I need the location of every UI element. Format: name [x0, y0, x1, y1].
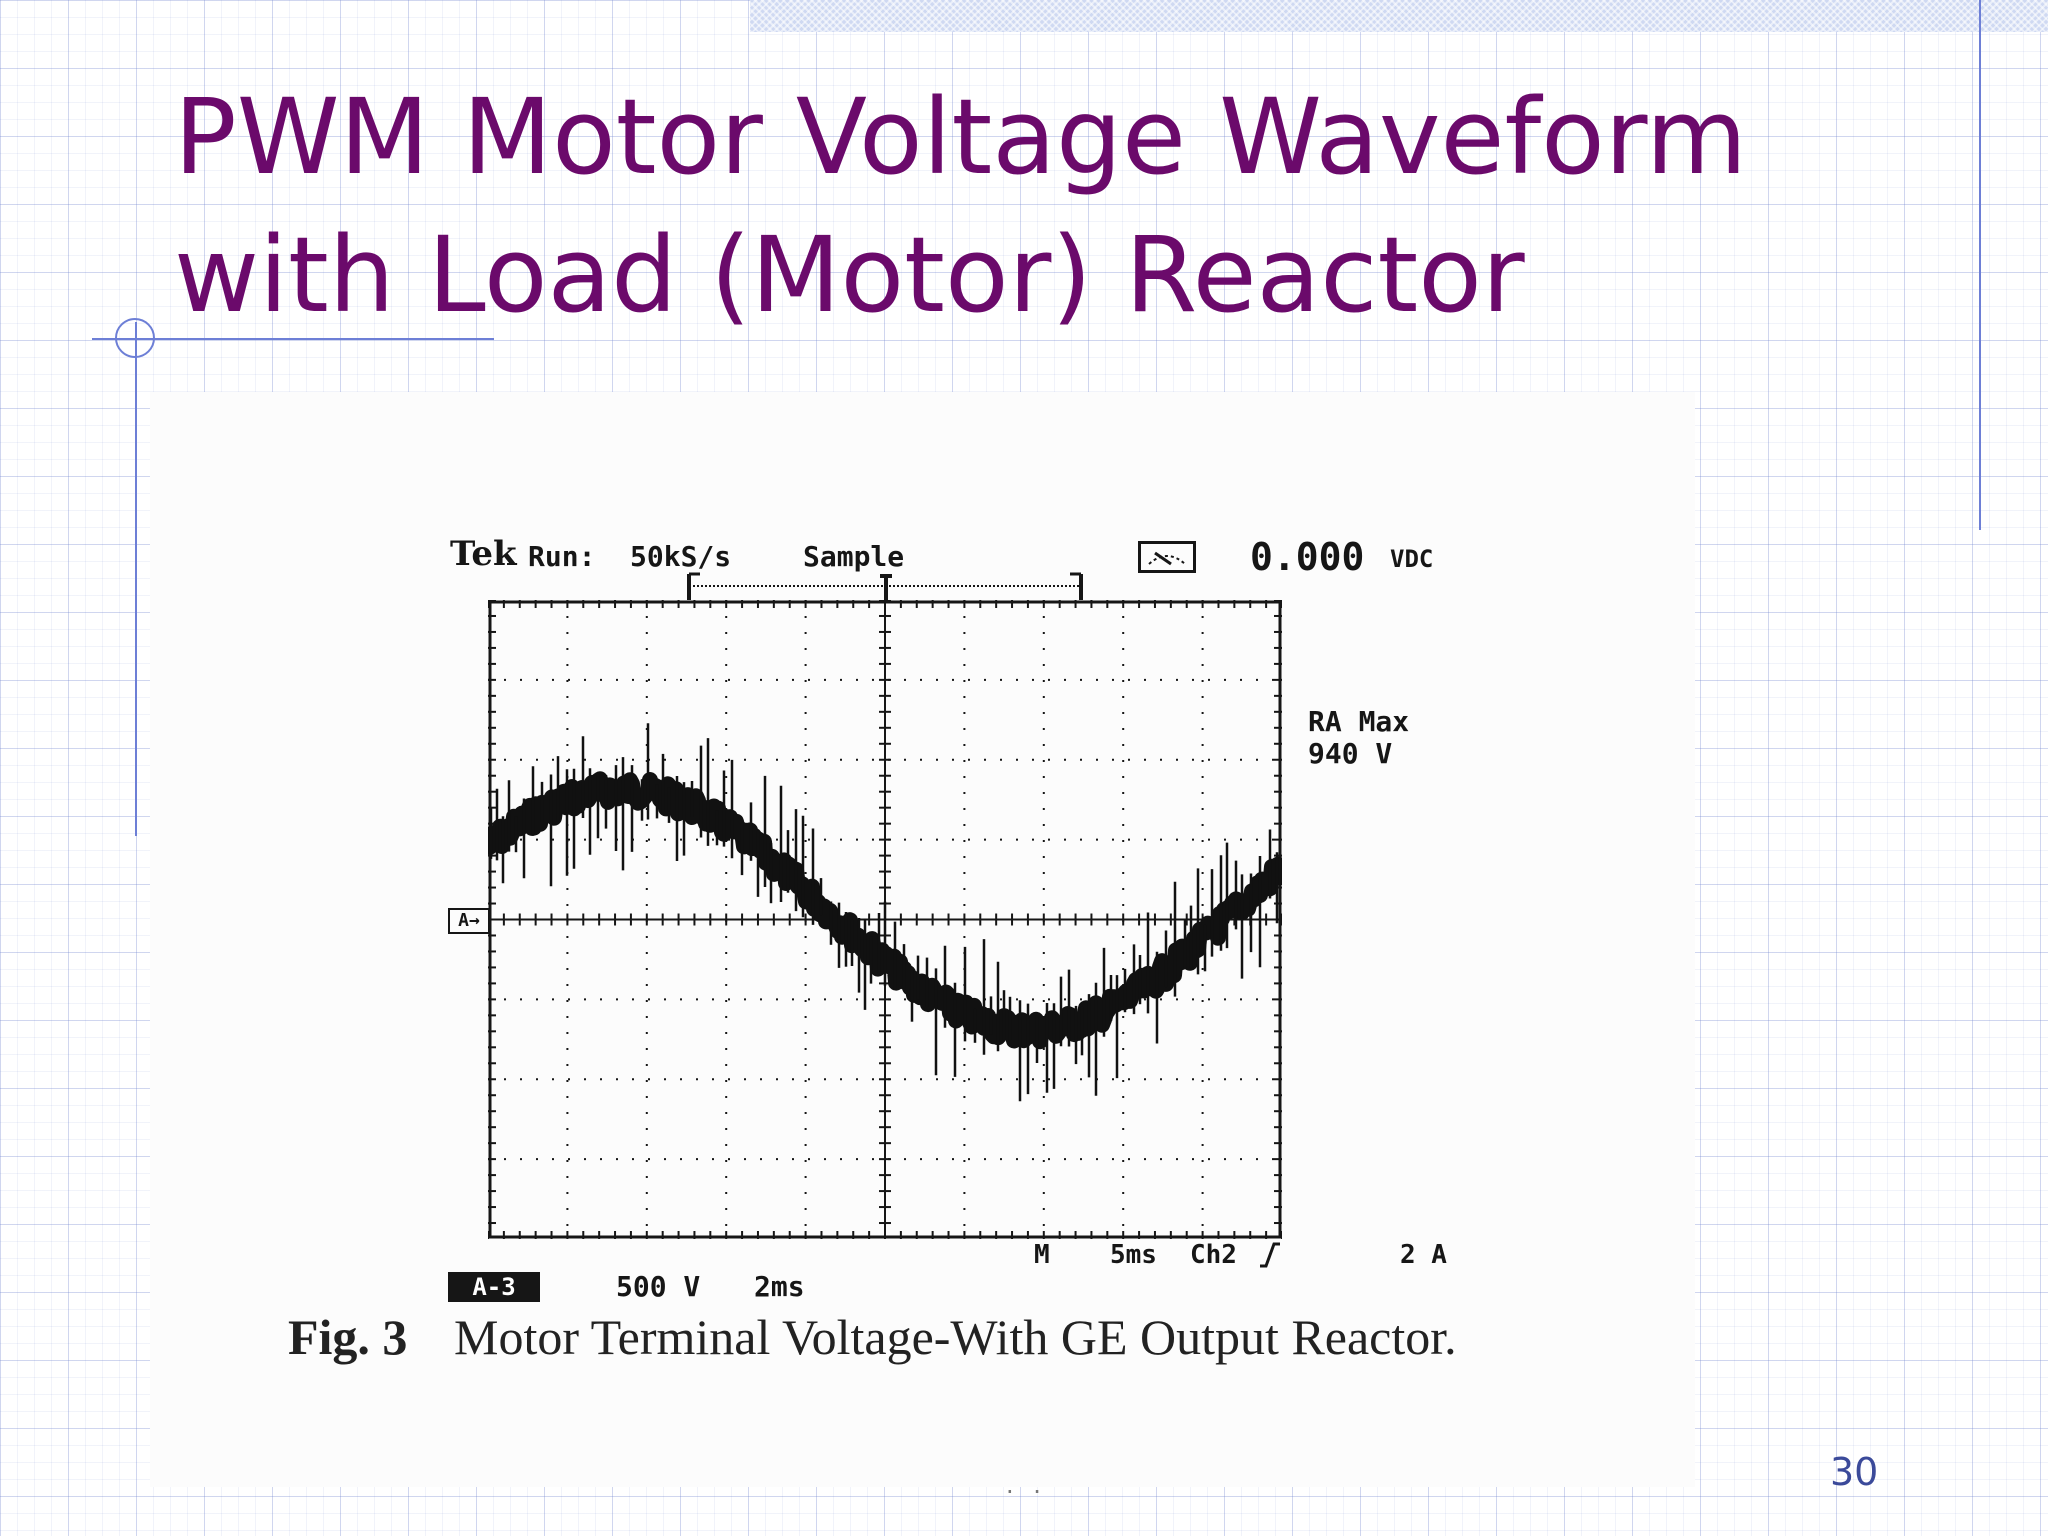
- voltage-waveform-trace: [488, 723, 1282, 1102]
- slide-title: PWM Motor Voltage Waveform with Load (Mo…: [174, 76, 1747, 336]
- trigger-level: 2 A: [1400, 1240, 1447, 1270]
- dc-readout-unit: VDC: [1390, 545, 1434, 573]
- scope-brand: Tek: [450, 534, 517, 574]
- max-measurement: RA Max 940 V: [1308, 706, 1409, 770]
- channel-badge: A-3: [448, 1272, 540, 1302]
- time-per-division: 2ms: [754, 1270, 805, 1303]
- scope-screen: [488, 600, 1282, 1239]
- footer-marks: · ·: [1006, 1478, 1047, 1506]
- record-window-bracket: [687, 572, 1083, 600]
- scope-graticule: [488, 600, 1282, 1239]
- max-measurement-value: 940 V: [1308, 737, 1393, 770]
- figure-panel: [150, 392, 1695, 1487]
- decorative-horizontal-line: [92, 338, 494, 340]
- meter-icon: [1138, 541, 1196, 573]
- figure-number: Fig. 3: [288, 1309, 408, 1365]
- dc-readout-value: 0.000: [1250, 535, 1365, 579]
- decorative-vertical-line-right: [1979, 0, 1981, 530]
- scope-sample-rate: 50kS/s: [630, 540, 732, 573]
- max-measurement-label: RA Max: [1308, 705, 1410, 738]
- scope-run-label: Run:: [528, 540, 596, 573]
- rising-edge-icon: [1260, 1242, 1280, 1268]
- volts-per-division: 500 V: [616, 1270, 701, 1303]
- top-decorative-band: [750, 0, 2048, 32]
- page-number: 30: [1830, 1450, 1879, 1494]
- trigger-source: Ch2: [1190, 1240, 1237, 1270]
- scope-acquisition-mode: Sample: [803, 540, 905, 573]
- decorative-circle-icon: [115, 318, 155, 358]
- main-timebase-label: M: [1034, 1240, 1050, 1270]
- figure-caption: Motor Terminal Voltage-With GE Output Re…: [454, 1309, 1457, 1365]
- channel-ground-marker: A→: [448, 908, 490, 934]
- main-timebase-value: 5ms: [1110, 1240, 1157, 1270]
- decorative-vertical-line-left: [135, 322, 137, 836]
